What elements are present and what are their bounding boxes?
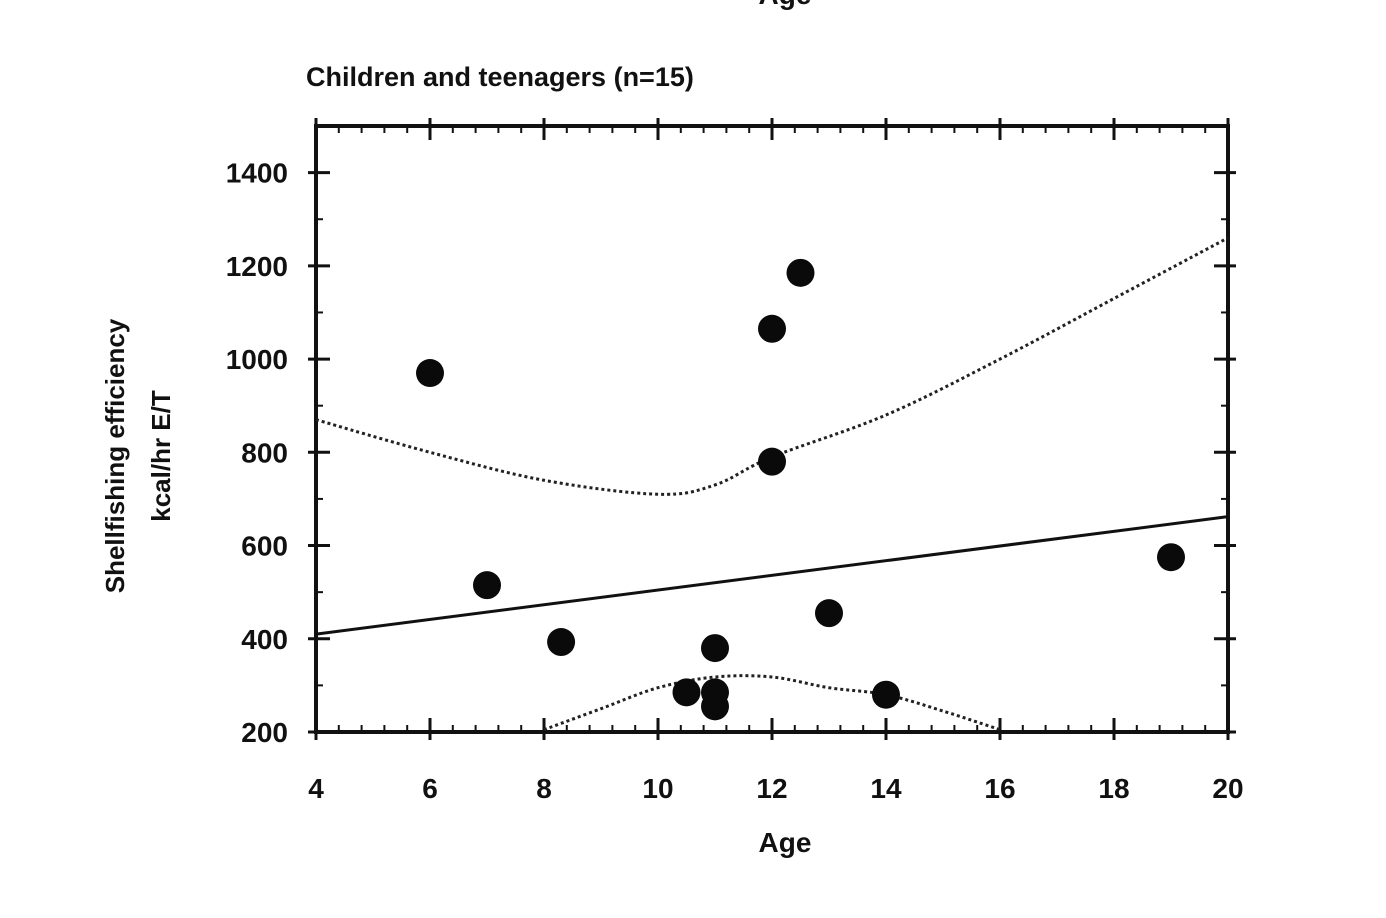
y-tick-label: 1400 (226, 158, 288, 189)
x-tick-label: 14 (870, 773, 902, 804)
y-tick-label: 600 (241, 531, 288, 562)
data-point (815, 599, 843, 628)
data-point (547, 628, 576, 657)
data-point (786, 258, 815, 287)
data-points (416, 258, 1185, 721)
lower-confidence-band (543, 674, 1001, 732)
x-tick-labels: 4 6 8 10 12 14 16 18 20 (308, 773, 1243, 804)
y-tick-label: 800 (241, 437, 288, 468)
x-tick-label: 18 (1098, 773, 1129, 804)
data-point (701, 692, 729, 721)
data-point (416, 359, 444, 388)
y-axis-label-line1: Shellfishing efficiency (100, 318, 130, 593)
x-tick-label: 12 (756, 773, 787, 804)
top-label-fragment: Age (759, 0, 812, 10)
y-tick-label: 400 (241, 624, 288, 655)
x-tick-label: 16 (984, 773, 1015, 804)
x-tick-label: 20 (1212, 773, 1243, 804)
x-tick-label: 8 (536, 773, 552, 804)
plot-frame (314, 124, 1230, 734)
regression-line (316, 515, 1228, 636)
data-point (473, 571, 501, 600)
y-axis-label-line2: kcal/hr E/T (146, 390, 176, 522)
axis-ticks (308, 118, 1236, 740)
x-tick-label: 6 (422, 773, 438, 804)
chart-title: Children and teenagers (n=15) (306, 62, 694, 92)
data-point (1157, 543, 1185, 572)
regression-line-group (316, 515, 1228, 636)
data-point (701, 634, 729, 663)
y-tick-label: 200 (241, 717, 288, 748)
data-point (758, 314, 786, 343)
y-tick-label: 1200 (226, 251, 288, 282)
confidence-bands (316, 236, 1228, 732)
x-tick-label: 10 (642, 773, 673, 804)
data-point (872, 680, 900, 709)
x-tick-label: 4 (308, 773, 324, 804)
data-point (758, 447, 786, 476)
y-tick-label: 1000 (226, 344, 288, 375)
y-tick-labels: 200 400 600 800 1000 1200 1400 (226, 158, 288, 748)
data-point (672, 678, 701, 707)
x-axis-label: Age (759, 827, 812, 858)
